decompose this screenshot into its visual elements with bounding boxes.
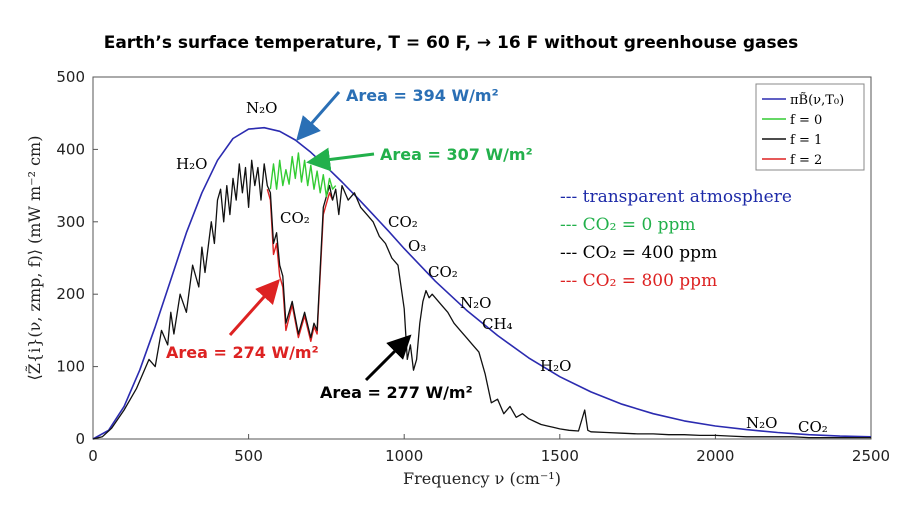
legend-entry: f = 1 (790, 133, 822, 148)
data-series (92, 126, 872, 440)
y-tick-label: 400 (56, 140, 85, 158)
case-label-co2-800: --- CO₂ = 800 ppm (560, 271, 717, 291)
x-tick-label: 2500 (852, 447, 890, 465)
plot-frame (92, 76, 872, 440)
series-line-f1 (92, 159, 871, 440)
y-tick-label: 0 (75, 430, 85, 448)
legend-entry: f = 2 (790, 153, 822, 168)
molecule-label: H₂O (176, 155, 207, 173)
molecule-label: CO₂ (280, 209, 310, 227)
area-annotation-planck: Area = 394 W/m² (346, 86, 499, 105)
case-label-transparent: --- transparent atmosphere (560, 187, 792, 207)
molecule-label: N₂O (746, 414, 777, 432)
arrow-green (306, 147, 375, 172)
area-annotation-f2: Area = 274 W/m² (166, 343, 319, 362)
x-tick-label: 1500 (541, 447, 579, 465)
area-annotation-f0: Area = 307 W/m² (380, 145, 533, 164)
molecule-label: CO₂ (388, 213, 418, 231)
molecule-label: CH₄ (482, 315, 513, 333)
series-line-f0 (269, 152, 337, 198)
arrow-blue (296, 91, 341, 142)
molecule-label: N₂O (246, 99, 277, 117)
y-tick-label: 100 (56, 358, 85, 376)
legend-entry: f = 0 (790, 113, 822, 128)
molecule-label: O₃ (408, 237, 426, 255)
arrow-red (228, 279, 280, 336)
y-tick-label: 200 (56, 285, 85, 303)
case-label-co2-400: --- CO₂ = 400 ppm (560, 243, 717, 263)
molecule-label: N₂O (460, 294, 491, 312)
case-label-co2-0: --- CO₂ = 0 ppm (560, 215, 696, 235)
x-tick-label: 2000 (696, 447, 734, 465)
molecule-label: H₂O (540, 357, 571, 375)
molecule-label: CO₂ (798, 418, 828, 436)
axis-ticks: 0 500 1000 1500 2000 2500 0 100 200 300 400 500 (56, 68, 890, 465)
arrow-black (364, 334, 412, 382)
x-tick-label: 0 (88, 447, 98, 465)
chart-title: Earth’s surface temperature, T = 60 F, →… (104, 33, 799, 53)
legend-entry: πB̃(ν,T₀) (790, 92, 844, 108)
y-axis-label: ⟨Z̃{i}(ν, zmp, f)⟩ (mW m⁻² cm) (25, 136, 44, 381)
x-axis-label: Frequency ν (cm⁻¹) (403, 469, 561, 488)
molecule-label: CO₂ (428, 263, 458, 281)
y-tick-label: 300 (56, 213, 85, 231)
x-tick-label: 1000 (385, 447, 423, 465)
area-annotation-f1: Area = 277 W/m² (320, 383, 473, 402)
y-tick-label: 500 (56, 68, 85, 86)
x-tick-label: 500 (234, 447, 263, 465)
series-line-planck (92, 126, 872, 440)
